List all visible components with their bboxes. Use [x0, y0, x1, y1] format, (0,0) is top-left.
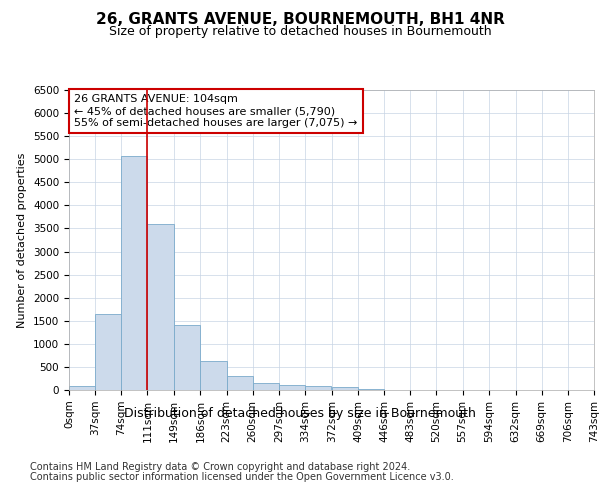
Bar	[174, 326, 200, 390]
Bar	[95, 314, 121, 390]
Y-axis label: Number of detached properties: Number of detached properties	[17, 152, 28, 328]
Text: Contains HM Land Registry data © Crown copyright and database right 2024.: Contains HM Land Registry data © Crown c…	[30, 462, 410, 472]
Text: Distribution of detached houses by size in Bournemouth: Distribution of detached houses by size …	[124, 408, 476, 420]
Bar	[332, 387, 358, 390]
Bar	[305, 386, 331, 390]
Text: Contains public sector information licensed under the Open Government Licence v3: Contains public sector information licen…	[30, 472, 454, 482]
Bar	[200, 362, 227, 390]
Bar	[121, 156, 148, 390]
Text: Size of property relative to detached houses in Bournemouth: Size of property relative to detached ho…	[109, 25, 491, 38]
Bar	[279, 386, 305, 390]
Bar	[227, 376, 253, 390]
Bar	[253, 383, 279, 390]
Text: 26 GRANTS AVENUE: 104sqm
← 45% of detached houses are smaller (5,790)
55% of sem: 26 GRANTS AVENUE: 104sqm ← 45% of detach…	[74, 94, 358, 128]
Text: 26, GRANTS AVENUE, BOURNEMOUTH, BH1 4NR: 26, GRANTS AVENUE, BOURNEMOUTH, BH1 4NR	[95, 12, 505, 28]
Bar	[69, 386, 95, 390]
Bar	[148, 224, 173, 390]
Bar	[358, 389, 384, 390]
